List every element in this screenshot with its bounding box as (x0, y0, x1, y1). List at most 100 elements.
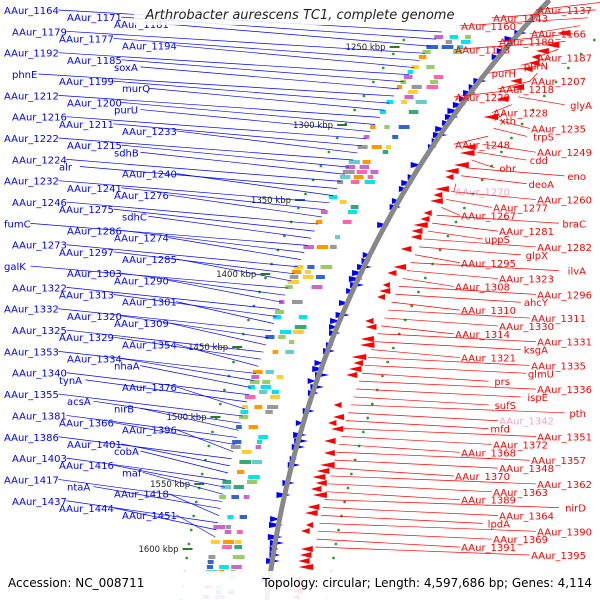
label-leader-line (168, 23, 431, 47)
label-leader-line (113, 422, 236, 445)
feature-block (289, 275, 299, 279)
label-leader-line (322, 507, 498, 516)
gc-content-dot (264, 276, 267, 280)
gene-label: nirB (114, 404, 134, 415)
feature-block (215, 595, 225, 599)
kbp-tick-label: 1500 kbp (166, 413, 206, 423)
feature-block (298, 315, 308, 319)
feature-block (404, 95, 414, 99)
label-leader-line (176, 343, 259, 367)
label-leader-line (353, 396, 489, 406)
gc-content-dot (391, 52, 395, 56)
label-leader-line (461, 175, 527, 185)
gc-skew-dot (350, 472, 353, 476)
gene-label: AAur_1330 (499, 322, 554, 333)
gene-label: AAur_1310 (461, 306, 516, 317)
reverse-gene-arrow (379, 288, 391, 294)
gene-label: AAur_1395 (531, 551, 586, 562)
gc-skew-dot (334, 542, 338, 546)
feature-block (426, 65, 435, 69)
gc-skew-dot (370, 402, 374, 406)
gene-label: AAur_1240 (122, 170, 177, 181)
label-leader-line (377, 333, 536, 343)
gc-skew-dot (446, 234, 450, 238)
gene-label: cobA (114, 447, 139, 458)
feature-block (316, 245, 329, 249)
gc-skew-dot (531, 108, 535, 112)
feature-block (305, 270, 311, 274)
label-leader-line (66, 201, 319, 225)
label-leader-line (168, 237, 302, 260)
gene-label: AAur_1173 (455, 45, 510, 56)
label-leader-line (58, 393, 243, 417)
kbp-tick-label: 1350 kbp (251, 196, 291, 206)
reverse-gene-arrow (304, 510, 318, 516)
gene-label: pth (569, 409, 586, 420)
feature-block (230, 570, 236, 574)
feature-block (407, 70, 414, 74)
feature-block (227, 515, 234, 519)
gene-label: AAur_1403 (12, 454, 67, 465)
feature-block (456, 45, 464, 49)
gene-label: AAur_1313 (59, 291, 114, 302)
label-leader-line (453, 41, 566, 50)
label-leader-line (113, 208, 315, 232)
feature-block (363, 135, 370, 139)
reverse-gene-arrow (496, 96, 509, 102)
gene-label: galK (4, 262, 26, 273)
feature-block (207, 560, 214, 564)
feature-block (287, 280, 299, 284)
gc-content-dot (218, 402, 222, 406)
feature-block (404, 75, 413, 79)
reverse-gene-arrow (365, 318, 374, 324)
label-leader-line (66, 415, 237, 438)
feature-block (422, 50, 431, 54)
reverse-gene-arrow (348, 366, 362, 372)
reverse-gene-arrow (319, 462, 335, 468)
reverse-gene-arrow (377, 294, 385, 300)
gene-label: AAur_1249 (537, 148, 592, 159)
gene-label: ksgA (524, 346, 548, 357)
gene-label: AAur_1340 (12, 369, 67, 380)
feature-block (337, 180, 344, 184)
label-leader-line (176, 130, 358, 154)
gene-label: xth (500, 117, 516, 128)
feature-block (248, 425, 258, 429)
label-leader-line (427, 230, 483, 240)
gene-label: AAur_1296 (537, 290, 592, 301)
gene-label: AAur_1171 (67, 13, 122, 24)
feature-block (222, 545, 232, 549)
feature-block (256, 440, 262, 444)
feature-block (433, 75, 444, 79)
label-leader-line (58, 351, 257, 374)
gc-skew-dot (337, 528, 340, 532)
feature-block (291, 270, 302, 274)
feature-block (353, 175, 364, 179)
gene-label: AAur_1348 (499, 464, 554, 475)
feature-block (370, 125, 376, 129)
reverse-gene-arrow (459, 150, 475, 156)
gene-label: AAur_1335 (531, 361, 586, 372)
reverse-gene-arrow (365, 324, 377, 330)
reverse-gene-arrow (292, 594, 300, 600)
feature-block (371, 145, 382, 149)
label-leader-line (85, 379, 248, 403)
label-leader-line (58, 308, 272, 332)
label-leader-line (348, 412, 498, 422)
gc-skew-dot (332, 556, 335, 560)
gene-label: AAur_1297 (59, 248, 114, 259)
feature-block (379, 110, 386, 114)
gene-label: trpS (533, 132, 554, 143)
gene-label: AAur_1354 (122, 340, 177, 351)
feature-block (244, 395, 256, 399)
gene-label: AAur_1164 (4, 6, 59, 17)
gc-content-dot (247, 318, 250, 322)
reverse-gene-arrow (510, 78, 522, 84)
reverse-gene-arrow (445, 174, 454, 180)
label-leader-line (453, 183, 457, 192)
gc-content-dot (381, 66, 385, 70)
gene-label: AAur_1301 (122, 298, 177, 309)
label-leader-line (148, 215, 312, 239)
gene-label: AAur_1160 (461, 22, 516, 33)
gene-label: murQ (122, 84, 150, 95)
